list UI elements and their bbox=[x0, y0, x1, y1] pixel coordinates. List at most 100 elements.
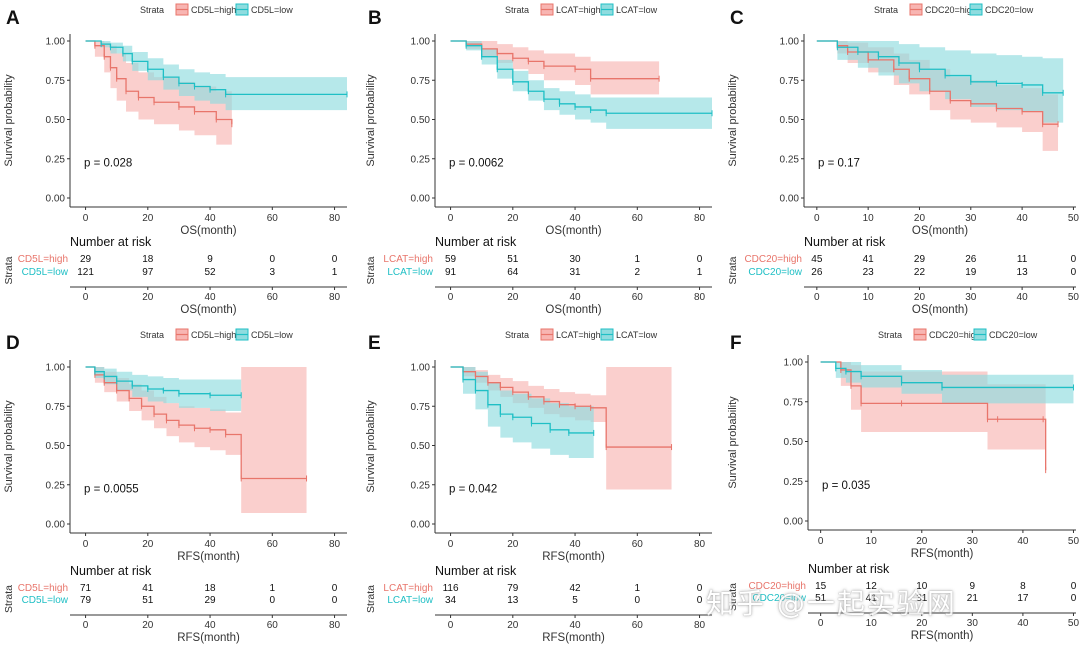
x-tick-label: 40 bbox=[569, 213, 581, 224]
risk-x-tick-label: 80 bbox=[694, 292, 706, 303]
risk-row-label: CDC20=high bbox=[744, 254, 802, 265]
risk-value: 0 bbox=[697, 583, 703, 594]
legend-label-low: LCAT=low bbox=[616, 5, 658, 15]
x-tick-label: 60 bbox=[267, 539, 279, 550]
risk-value: 51 bbox=[507, 254, 519, 265]
legend-label-low: CD5L=low bbox=[251, 330, 293, 340]
risk-x-tick-label: 20 bbox=[916, 618, 928, 629]
legend-label-low: CD5L=low bbox=[251, 5, 293, 15]
risk-x-tick-label: 20 bbox=[914, 292, 926, 303]
risk-value: 0 bbox=[270, 254, 276, 265]
risk-value: 42 bbox=[569, 583, 581, 594]
risk-table-title: Number at risk bbox=[435, 235, 517, 249]
risk-x-tick-label: 0 bbox=[818, 618, 824, 629]
risk-value: 0 bbox=[1071, 581, 1077, 592]
risk-value: 1 bbox=[635, 254, 641, 265]
risk-value: 5 bbox=[572, 595, 578, 606]
km-curve-CD5L=high bbox=[85, 40, 233, 125]
risk-value: 1 bbox=[332, 267, 338, 278]
legend-label-low: LCAT=low bbox=[616, 330, 658, 340]
risk-value: 121 bbox=[77, 267, 94, 278]
risk-value: 79 bbox=[80, 595, 92, 606]
risk-value: 17 bbox=[1017, 593, 1029, 604]
legend-label-high: LCAT=high bbox=[556, 5, 601, 15]
risk-table-title: Number at risk bbox=[435, 564, 517, 578]
legend-label-high: LCAT=high bbox=[556, 330, 601, 340]
risk-value: 1 bbox=[697, 267, 703, 278]
panel-F: F Strata CDC20=high CDC20=low0.000.250.500.… bbox=[727, 328, 1079, 642]
risk-x-tick-label: 0 bbox=[814, 292, 820, 303]
risk-x-tick-label: 40 bbox=[569, 620, 581, 631]
y-axis-title: Survival probability bbox=[727, 396, 739, 489]
risk-value: 34 bbox=[445, 595, 457, 606]
y-tick-label: 0.75 bbox=[780, 76, 800, 87]
risk-table-title: Number at risk bbox=[70, 564, 152, 578]
y-axis-title: Survival probability bbox=[3, 74, 15, 167]
risk-value: 0 bbox=[332, 583, 338, 594]
watermark-text: 知乎 @一起实验网 bbox=[706, 587, 957, 620]
panel-A: A Strata CD5L=high CD5L=low0.000.250.500.75… bbox=[3, 3, 348, 316]
risk-value: 45 bbox=[811, 254, 823, 265]
risk-value: 51 bbox=[142, 595, 154, 606]
x-tick-label: 40 bbox=[569, 539, 581, 550]
x-tick-label: 20 bbox=[142, 539, 154, 550]
panel-letter: D bbox=[6, 333, 20, 354]
risk-x-tick-label: 30 bbox=[965, 292, 977, 303]
ci-band-CDC20=low bbox=[816, 41, 1064, 123]
risk-x-tick-label: 0 bbox=[83, 620, 89, 631]
risk-strata-label: Strata bbox=[365, 256, 377, 284]
risk-x-tick-label: 80 bbox=[694, 620, 706, 631]
risk-value: 31 bbox=[916, 593, 928, 604]
x-tick-label: 0 bbox=[814, 213, 820, 224]
y-tick-label: 0.50 bbox=[46, 441, 66, 452]
km-curve-CDC20=high bbox=[820, 361, 1047, 471]
x-tick-label: 60 bbox=[632, 213, 644, 224]
risk-x-tick-label: 20 bbox=[142, 620, 154, 631]
risk-x-tick-label: 10 bbox=[866, 618, 878, 629]
y-tick-label: 1.00 bbox=[411, 37, 431, 48]
y-tick-label: 0.50 bbox=[780, 115, 800, 126]
y-tick-label: 0.75 bbox=[784, 397, 804, 408]
risk-value: 29 bbox=[80, 254, 92, 265]
risk-x-tick-label: 20 bbox=[507, 292, 519, 303]
y-tick-label: 0.00 bbox=[780, 194, 800, 205]
risk-strata-label: Strata bbox=[3, 256, 15, 284]
risk-value: 0 bbox=[1071, 593, 1077, 604]
risk-value: 1 bbox=[270, 583, 276, 594]
y-axis-title: Survival probability bbox=[365, 74, 377, 167]
x-tick-label: 80 bbox=[329, 539, 341, 550]
risk-x-tick-label: 60 bbox=[267, 620, 279, 631]
x-tick-label: 40 bbox=[204, 539, 216, 550]
x-tick-label: 40 bbox=[1017, 536, 1029, 547]
risk-row-label: LCAT=high bbox=[383, 254, 433, 265]
risk-x-tick-label: 60 bbox=[632, 292, 644, 303]
x-tick-label: 10 bbox=[866, 536, 878, 547]
risk-value: 3 bbox=[270, 267, 276, 278]
risk-value: 11 bbox=[1017, 254, 1028, 265]
km-curve-LCAT=low bbox=[450, 366, 594, 434]
y-tick-label: 0.00 bbox=[411, 520, 431, 531]
y-tick-label: 0.75 bbox=[46, 76, 66, 87]
risk-value: 91 bbox=[445, 267, 457, 278]
km-curve-CD5L=low bbox=[85, 366, 242, 396]
legend-title: Strata bbox=[140, 330, 164, 340]
risk-value: 0 bbox=[635, 595, 641, 606]
x-axis-title: OS(month) bbox=[545, 225, 601, 237]
risk-value: 13 bbox=[1017, 267, 1029, 278]
legend-title: Strata bbox=[505, 5, 529, 15]
risk-value: 0 bbox=[332, 254, 338, 265]
risk-value: 41 bbox=[866, 593, 878, 604]
risk-value: 9 bbox=[970, 581, 976, 592]
risk-value: 12 bbox=[866, 581, 878, 592]
y-tick-label: 0.25 bbox=[46, 480, 66, 491]
p-value: p = 0.028 bbox=[84, 158, 132, 170]
x-tick-label: 20 bbox=[914, 213, 926, 224]
p-value: p = 0.042 bbox=[449, 484, 497, 496]
ci-band-LCAT=low bbox=[450, 41, 712, 129]
x-tick-label: 20 bbox=[507, 213, 519, 224]
risk-x-tick-label: 60 bbox=[267, 292, 279, 303]
panel-letter: F bbox=[730, 333, 742, 354]
legend-label-high: CD5L=high bbox=[191, 5, 236, 15]
x-axis-title: OS(month) bbox=[180, 225, 236, 237]
y-tick-label: 1.00 bbox=[784, 358, 804, 369]
